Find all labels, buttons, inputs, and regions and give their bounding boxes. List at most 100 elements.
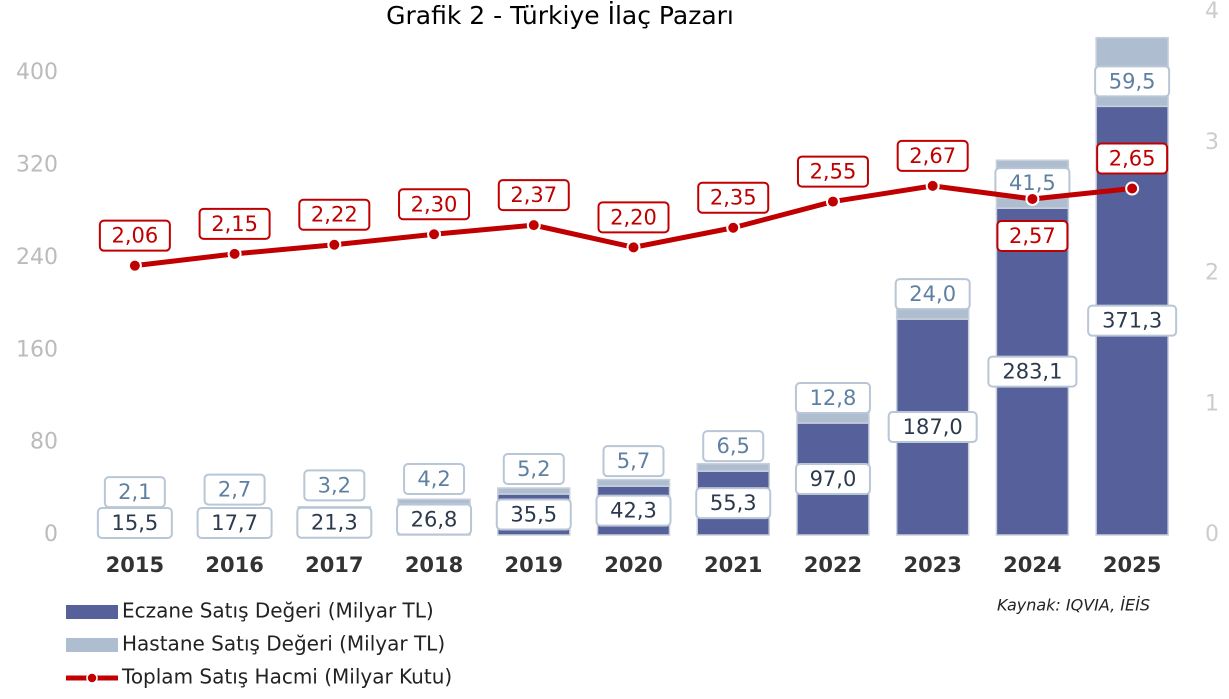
bar2-value-label: 24,0 <box>909 282 956 306</box>
y2-tick-label: 0 <box>1205 522 1219 547</box>
bar2-value-label: 6,5 <box>717 434 750 458</box>
x-tick-label: 2024 <box>1003 553 1061 577</box>
line-point <box>626 240 641 255</box>
line-point <box>327 237 342 252</box>
legend-label: Toplam Satış Hacmi (Milyar Kutu) <box>121 665 452 689</box>
bar-value-label: 187,0 <box>903 415 963 439</box>
line-value-label: 2,57 <box>1009 224 1056 248</box>
bar2-value-label-box <box>1094 65 1171 98</box>
legend-swatch-dot <box>86 672 98 684</box>
line-point <box>1025 191 1040 206</box>
bar <box>596 478 671 487</box>
legend-swatch <box>66 605 118 619</box>
bar2-value-label: 5,2 <box>517 457 550 481</box>
bar2-value-label: 3,2 <box>318 473 351 497</box>
bar-value-label: 55,3 <box>710 491 757 515</box>
bar2-value-label-box <box>403 463 466 496</box>
bar-value-label: 42,3 <box>610 499 657 523</box>
bar2-value-label: 41,5 <box>1009 171 1056 195</box>
bar-value-label-box <box>495 498 572 531</box>
bar-value-label-box <box>987 355 1078 388</box>
bar-value-label: 35,5 <box>510 503 557 527</box>
x-tick-label: 2025 <box>1103 553 1161 577</box>
line-value-label-box <box>597 201 670 234</box>
source: Kaynak: IQVIA, İEİS <box>997 596 1150 615</box>
line-value-label: 2,15 <box>211 212 258 236</box>
bar-value-label-box <box>695 487 772 520</box>
y-tick-label: 0 <box>44 522 58 547</box>
line-value-label-box <box>398 188 471 221</box>
bar-value-label-box <box>887 411 978 444</box>
bar-value-label: 97,0 <box>810 467 857 491</box>
line-point <box>526 218 541 233</box>
bar-value-label: 21,3 <box>311 511 358 535</box>
y-tick-label: 320 <box>16 153 58 178</box>
y-tick-label: 80 <box>30 430 58 455</box>
line-value-label: 2,20 <box>610 205 657 229</box>
line-value-label-box <box>1096 142 1169 175</box>
bar-value-label-box <box>196 507 273 539</box>
line-value-label: 2,65 <box>1109 147 1156 171</box>
bar-value-label: 26,8 <box>411 508 458 532</box>
line-point <box>825 194 840 209</box>
bar2-value-label-box <box>702 430 765 463</box>
bar2-value-label-box <box>894 278 971 311</box>
y-tick-label: 160 <box>16 337 58 362</box>
line-point <box>427 227 442 242</box>
line-value-label: 2,55 <box>810 160 857 184</box>
line-value-label-box <box>198 207 271 240</box>
bar2-value-label: 5,7 <box>617 449 650 473</box>
x-tick-label: 2023 <box>903 553 961 577</box>
line-point <box>925 178 940 193</box>
line-value-label-box <box>98 219 171 252</box>
line-value-label: 2,35 <box>710 186 757 210</box>
y-tick-label: 240 <box>16 245 58 270</box>
x-tick-label: 2017 <box>305 553 363 577</box>
bar <box>397 498 471 505</box>
bar2-value-label-box <box>794 382 871 415</box>
bar2-value-label: 59,5 <box>1109 69 1156 93</box>
y2-tick-label: 3 <box>1205 130 1219 155</box>
line-point <box>1125 181 1140 196</box>
y2-tick-label: 4 <box>1205 0 1219 24</box>
line-value-label-box <box>497 179 570 212</box>
line-value-label: 2,30 <box>411 192 458 216</box>
line-point <box>127 258 142 273</box>
chart-title: Grafik 2 - Türkiye İlaç Pazarı <box>386 1 734 30</box>
bar <box>497 487 571 495</box>
bar2-value-label: 2,7 <box>218 478 251 502</box>
x-tick-label: 2021 <box>704 553 762 577</box>
x-tick-label: 2022 <box>804 553 862 577</box>
line-value-label: 2,37 <box>510 183 557 207</box>
legend-swatch <box>66 638 118 652</box>
x-tick-label: 2015 <box>106 553 164 577</box>
line-value-label: 2,67 <box>909 144 956 168</box>
bar2-value-label-box <box>203 473 266 506</box>
bar2-value-label-box <box>303 469 366 502</box>
bar2-value-label-box <box>103 476 166 509</box>
line-value-label: 2,22 <box>311 203 358 227</box>
line-value-label: 2,06 <box>111 224 158 248</box>
y2-tick-label: 2 <box>1205 261 1219 286</box>
bar2-value-label-box <box>602 445 665 478</box>
line-value-label-box <box>298 198 371 231</box>
bar-value-label: 15,5 <box>111 511 158 535</box>
line-point <box>227 246 242 261</box>
bar2-value-label: 4,2 <box>417 467 450 491</box>
bar-value-label: 371,3 <box>1102 309 1162 333</box>
line-value-label-box <box>896 139 969 172</box>
bar <box>696 462 770 472</box>
x-tick-label: 2016 <box>205 553 263 577</box>
line-point <box>726 220 741 235</box>
bar-value-label-box <box>595 494 672 527</box>
bar-value-label-box <box>1087 304 1178 337</box>
y2-tick-label: 1 <box>1205 391 1219 416</box>
bar2-value-label: 12,8 <box>810 386 857 410</box>
line-value-label-box <box>996 219 1069 252</box>
bar-value-label-box <box>794 463 871 496</box>
line-value-label-box <box>796 155 869 188</box>
line-value-label-box <box>697 181 770 214</box>
legend-label: Hastane Satış Değeri (Milyar TL) <box>122 632 445 656</box>
x-tick-label: 2019 <box>505 553 563 577</box>
